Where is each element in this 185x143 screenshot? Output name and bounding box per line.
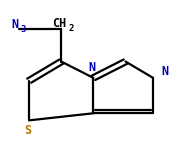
Text: N: N	[162, 65, 169, 78]
Text: 2: 2	[68, 24, 74, 33]
Text: CH: CH	[52, 17, 66, 30]
Text: N: N	[88, 61, 95, 74]
Text: N: N	[11, 18, 18, 31]
Text: 3: 3	[21, 24, 26, 33]
Text: S: S	[24, 124, 31, 137]
